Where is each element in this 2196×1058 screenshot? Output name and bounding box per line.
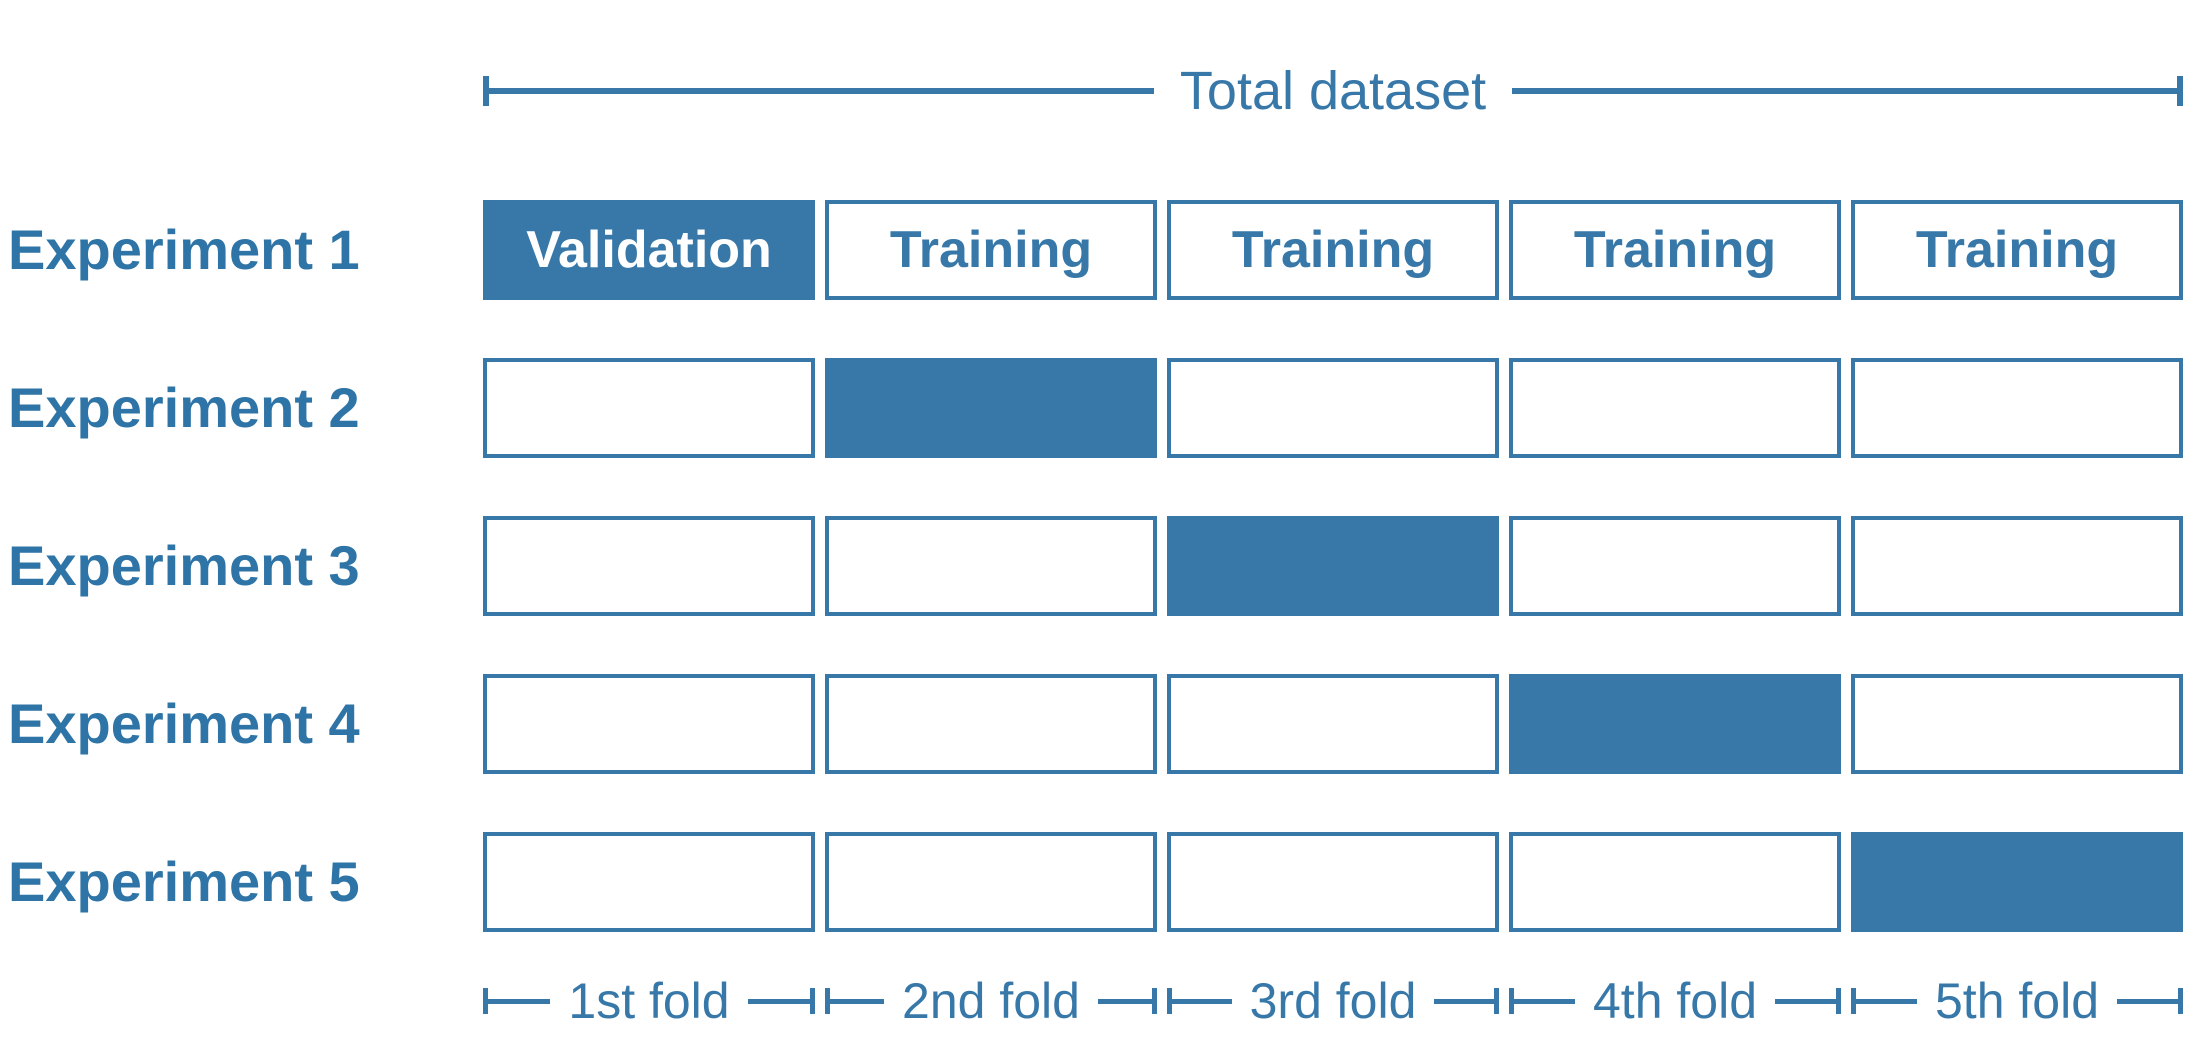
training-cell <box>825 832 1157 932</box>
fold-right-cap-icon <box>2178 988 2184 1014</box>
cell-text: Validation <box>526 221 772 279</box>
fold-bracket-4: 4th fold <box>1509 966 1842 1036</box>
training-cell <box>1851 674 2183 774</box>
fold-left-line <box>1172 998 1232 1004</box>
training-cell <box>1509 358 1841 458</box>
experiment-1-label: Experiment 1 <box>8 218 360 281</box>
bracket-right-cap-icon <box>2177 76 2184 106</box>
experiment-row-1: Experiment 1 Validation Training Trainin… <box>0 200 2196 300</box>
fold-1-label: 1st fold <box>568 973 730 1029</box>
fold-left-cap-icon <box>483 988 488 1014</box>
fold-bracket-2: 2nd fold <box>825 966 1157 1036</box>
fold-left-cap-icon <box>1851 988 1856 1014</box>
training-cell <box>1851 358 2183 458</box>
experiment-row-2: Experiment 2 <box>0 358 2196 458</box>
validation-cell <box>1167 516 1499 616</box>
fold-bracket-5: 5th fold <box>1851 966 2184 1036</box>
experiment-3-label: Experiment 3 <box>8 534 360 597</box>
cell-text: Training <box>889 221 1093 279</box>
validation-cell <box>825 358 1157 458</box>
training-cell <box>483 516 815 616</box>
training-cell <box>825 516 1157 616</box>
validation-cell <box>1851 832 2183 932</box>
fold-right-line <box>2117 998 2179 1004</box>
training-cell <box>1167 674 1499 774</box>
experiment-5-label: Experiment 5 <box>8 850 360 913</box>
training-cell <box>1509 516 1841 616</box>
training-cell: Training <box>825 200 1157 300</box>
fold-left-cap-icon <box>825 988 830 1014</box>
fold-2-label: 2nd fold <box>902 973 1080 1029</box>
fold-right-cap-icon <box>810 988 815 1014</box>
total-dataset-bracket: Total dataset <box>483 61 2184 121</box>
fold-left-line <box>1514 998 1575 1004</box>
training-cell <box>1167 358 1499 458</box>
fold-right-cap-icon <box>1836 988 1842 1014</box>
total-dataset-label: Total dataset <box>1179 61 1487 121</box>
experiment-4-label: Experiment 4 <box>8 692 360 755</box>
fold-left-line <box>830 998 885 1004</box>
experiment-2-folds <box>483 358 2183 458</box>
fold-axis: 1st fold 2nd fold 3rd fold 4th fold <box>483 966 2184 1036</box>
training-cell <box>1167 832 1499 932</box>
training-cell <box>1851 516 2183 616</box>
fold-left-line <box>488 998 551 1004</box>
bracket-left-line <box>489 88 1154 94</box>
bracket-left-cap-icon <box>483 76 489 106</box>
experiment-row-5: Experiment 5 <box>0 832 2196 932</box>
cell-text: Training <box>1915 221 2119 279</box>
fold-3-label: 3rd fold <box>1249 973 1417 1029</box>
experiment-3-folds <box>483 516 2183 616</box>
fold-5-label: 5th fold <box>1935 973 2100 1029</box>
experiment-2-label: Experiment 2 <box>8 376 360 439</box>
experiment-1-folds: Validation Training Training Training Tr… <box>483 200 2183 300</box>
fold-right-line <box>1097 998 1152 1004</box>
fold-right-line <box>1434 998 1494 1004</box>
training-cell <box>825 674 1157 774</box>
fold-right-line <box>747 998 810 1004</box>
validation-cell <box>1509 674 1841 774</box>
bracket-right-line <box>1512 88 2178 94</box>
fold-left-cap-icon <box>1509 988 1514 1014</box>
fold-left-line <box>1856 998 1917 1004</box>
training-cell <box>1509 832 1841 932</box>
fold-right-line <box>1775 998 1837 1004</box>
experiment-5-folds <box>483 832 2183 932</box>
training-cell <box>483 832 815 932</box>
fold-4-label: 4th fold <box>1593 973 1758 1029</box>
fold-bracket-3: 3rd fold <box>1167 966 1499 1036</box>
fold-bracket-1: 1st fold <box>483 966 815 1036</box>
fold-right-cap-icon <box>1152 988 1157 1014</box>
experiment-row-3: Experiment 3 <box>0 516 2196 616</box>
training-cell <box>483 358 815 458</box>
training-cell <box>483 674 815 774</box>
training-cell: Training <box>1509 200 1841 300</box>
validation-cell: Validation <box>483 200 815 300</box>
fold-right-cap-icon <box>1494 988 1499 1014</box>
cell-text: Training <box>1231 221 1435 279</box>
experiment-row-4: Experiment 4 <box>0 674 2196 774</box>
fold-left-cap-icon <box>1167 988 1172 1014</box>
cell-text: Training <box>1573 221 1777 279</box>
experiment-4-folds <box>483 674 2183 774</box>
training-cell: Training <box>1167 200 1499 300</box>
training-cell: Training <box>1851 200 2183 300</box>
